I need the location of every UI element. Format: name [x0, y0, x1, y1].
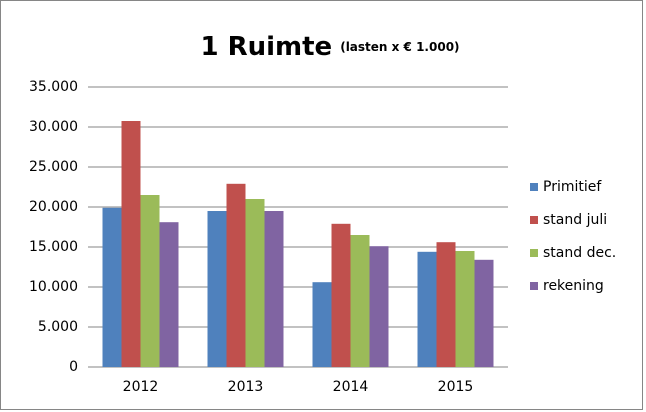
legend-swatch [530, 282, 538, 290]
bar [312, 282, 332, 367]
bar [140, 195, 160, 367]
y-tick-label: 0 [69, 359, 78, 375]
legend-swatch [530, 216, 538, 224]
y-tick-label: 25.000 [29, 159, 78, 175]
legend-swatch [530, 249, 538, 257]
legend-label: stand juli [543, 212, 607, 228]
legend-label: stand dec. [543, 245, 616, 261]
bar [121, 121, 141, 367]
bar [369, 246, 389, 367]
legend-swatch [530, 183, 538, 191]
subtitle: (lasten x € 1.000) [340, 40, 459, 54]
y-tick-label: 20.000 [29, 199, 78, 215]
chart-title: 1 Ruimte (lasten x € 1.000) [200, 32, 459, 62]
bar [350, 235, 370, 367]
bar [417, 251, 437, 367]
x-tick-label: 2013 [228, 379, 264, 395]
legend-label: rekening [543, 278, 604, 294]
x-tick-label: 2014 [333, 379, 369, 395]
x-tick-label: 2012 [123, 379, 159, 395]
bar [331, 223, 351, 367]
bar [436, 242, 456, 367]
title: 1 Ruimte [200, 32, 332, 62]
bar [207, 211, 227, 367]
y-tick-label: 15.000 [29, 239, 78, 255]
y-tick-label: 10.000 [29, 279, 78, 295]
bar [245, 199, 265, 367]
bar [455, 251, 475, 367]
bar [474, 259, 494, 367]
legend-label: Primitief [543, 179, 602, 195]
y-tick-label: 35.000 [29, 79, 78, 95]
x-tick-label: 2015 [438, 379, 474, 395]
bar [102, 207, 122, 367]
bar [226, 183, 246, 367]
bar [264, 211, 284, 367]
y-tick-label: 30.000 [29, 119, 78, 135]
bar [159, 222, 179, 367]
y-tick-label: 5.000 [38, 319, 78, 335]
